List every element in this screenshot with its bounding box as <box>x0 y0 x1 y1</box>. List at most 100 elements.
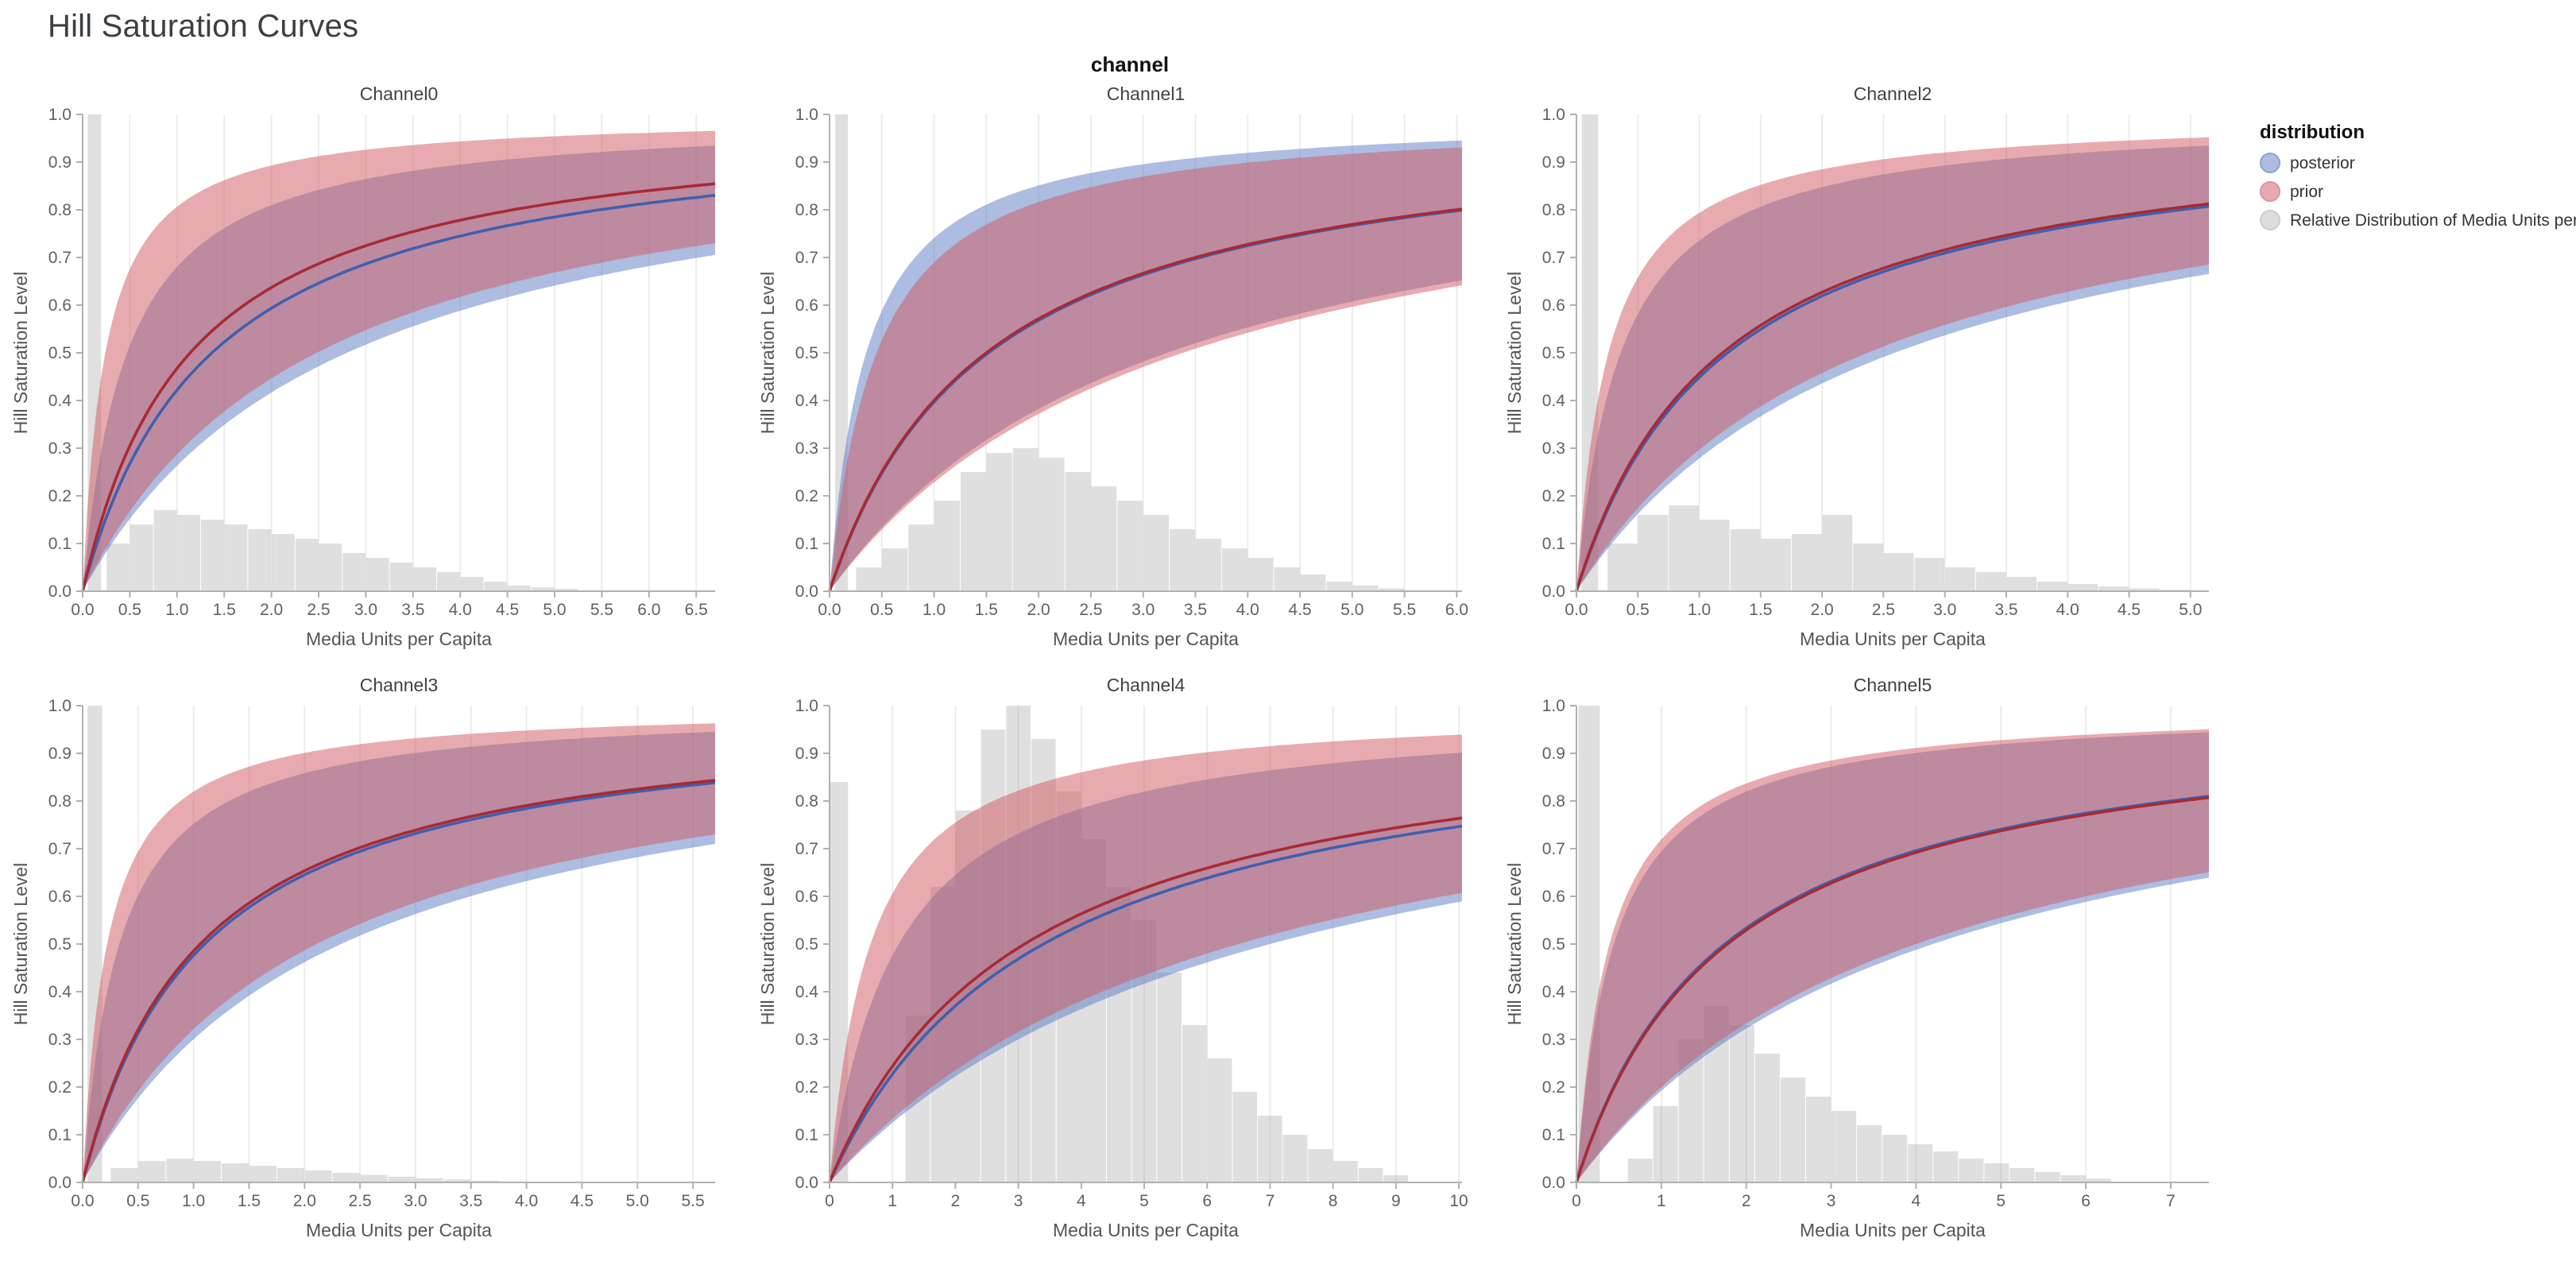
svg-text:0.5: 0.5 <box>795 935 818 954</box>
svg-text:7: 7 <box>1266 1192 1275 1210</box>
legend-item-media-distribution: Relative Distribution of Media Units per… <box>2260 210 2576 230</box>
svg-text:0.8: 0.8 <box>795 792 818 811</box>
media-distribution-swatch-icon <box>2260 210 2280 230</box>
svg-text:1.0: 1.0 <box>795 697 818 715</box>
prior-median-line <box>81 779 716 1183</box>
svg-text:1.5: 1.5 <box>1749 601 1772 619</box>
svg-text:0.6: 0.6 <box>1542 296 1565 315</box>
charts-grid: 0.0 0.5 1.0 1.5 2.0 2.5 3.0 3.5 4.0 4.5 5.0 5.5 6.0 6… <box>10 83 2576 1246</box>
svg-text:0.3: 0.3 <box>48 1031 72 1049</box>
y-axis-title: Hill Saturation Level <box>757 272 778 435</box>
svg-text:6.5: 6.5 <box>685 601 708 619</box>
svg-text:2.0: 2.0 <box>260 601 283 619</box>
prior-median-line <box>81 182 716 592</box>
svg-text:0.4: 0.4 <box>795 983 819 1001</box>
x-axis-title: Media Units per Capita <box>306 1220 492 1240</box>
svg-text:2.5: 2.5 <box>1079 601 1102 619</box>
y-axis: 0.0 0.1 0.2 0.3 0.4 0.5 0.6 0.7 0.8 0.9 1.0 <box>1542 106 1577 601</box>
chart-title: Channel1 <box>1107 83 1185 104</box>
plot-channel2: 0.0 0.5 1.0 1.5 2.0 2.5 3.0 3.5 4.0 4.5 5.00.00.10… <box>1504 83 2210 649</box>
svg-text:2.5: 2.5 <box>349 1192 372 1210</box>
svg-text:0.0: 0.0 <box>48 1174 72 1192</box>
svg-text:4.5: 4.5 <box>496 601 519 619</box>
svg-text:3.0: 3.0 <box>404 1192 427 1210</box>
svg-text:0.0: 0.0 <box>1565 601 1588 619</box>
legend-item-label: Relative Distribution of Media Units per… <box>2290 211 2576 230</box>
x-axis: 0.0 0.5 1.0 1.5 2.0 2.5 3.0 3.5 4.0 4.5 5.0 5.5 <box>71 1182 715 1210</box>
svg-text:3: 3 <box>1014 1192 1023 1210</box>
svg-text:0.6: 0.6 <box>48 888 72 906</box>
histogram-bars <box>1578 706 2111 1182</box>
prior-band <box>1576 137 2209 592</box>
svg-text:10: 10 <box>1449 1192 1468 1210</box>
x-axis-title: Media Units per Capita <box>1053 1220 1239 1240</box>
svg-text:0.2: 0.2 <box>1542 487 1565 505</box>
svg-text:4.5: 4.5 <box>2118 601 2141 619</box>
legend-item-posterior: posterior <box>2260 153 2576 173</box>
svg-text:0.6: 0.6 <box>795 888 818 906</box>
svg-text:0.2: 0.2 <box>795 1078 818 1097</box>
x-axis: 0.0 0.5 1.0 1.5 2.0 2.5 3.0 3.5 4.0 4.5 5.0 <box>1565 590 2209 619</box>
prior-band <box>83 723 715 1182</box>
svg-text:0.5: 0.5 <box>118 601 141 619</box>
svg-text:5: 5 <box>1996 1192 2005 1210</box>
svg-text:0.4: 0.4 <box>795 392 819 410</box>
svg-text:0.2: 0.2 <box>1542 1078 1565 1097</box>
svg-text:0.0: 0.0 <box>818 601 841 619</box>
svg-text:1.0: 1.0 <box>922 601 946 619</box>
prior-swatch-icon <box>2260 181 2280 202</box>
x-axis: 0 1 2 3 4 5 6 7 <box>1572 1182 2209 1210</box>
svg-text:0.8: 0.8 <box>795 201 818 219</box>
svg-text:0.8: 0.8 <box>1542 201 1565 219</box>
svg-text:0.2: 0.2 <box>795 487 818 505</box>
plot-channel3: 0.0 0.5 1.0 1.5 2.0 2.5 3.0 3.5 4.0 4.5 5.0 5.50.00… <box>10 675 716 1240</box>
svg-text:3.5: 3.5 <box>1184 601 1207 619</box>
svg-text:0.1: 0.1 <box>795 535 818 553</box>
chart-title: Channel5 <box>1854 675 1932 695</box>
prior-median-line <box>828 207 1463 592</box>
svg-text:0: 0 <box>825 1192 834 1210</box>
svg-text:0.7: 0.7 <box>1542 249 1565 267</box>
x-axis-title: Media Units per Capita <box>1800 629 1986 649</box>
svg-text:5.5: 5.5 <box>681 1192 704 1210</box>
legend-item-prior: prior <box>2260 181 2576 202</box>
svg-text:0.7: 0.7 <box>48 249 72 267</box>
svg-text:0.5: 0.5 <box>795 344 818 362</box>
svg-text:1: 1 <box>888 1192 897 1210</box>
subplot-channel1: 0.0 0.5 1.0 1.5 2.0 2.5 3.0 3.5 4.0 4.5 5.0 5.5 6.0 0… <box>756 83 1475 655</box>
svg-text:0: 0 <box>1572 1192 1581 1210</box>
svg-text:7: 7 <box>2166 1192 2176 1210</box>
histogram-bars <box>1581 114 2191 591</box>
svg-text:0.9: 0.9 <box>1542 153 1565 172</box>
svg-text:5.5: 5.5 <box>1393 601 1416 619</box>
svg-text:0.9: 0.9 <box>795 153 818 172</box>
svg-text:1.0: 1.0 <box>1542 106 1565 124</box>
svg-text:4.0: 4.0 <box>1236 601 1259 619</box>
chart-title: Channel0 <box>360 83 438 104</box>
svg-text:0.0: 0.0 <box>1542 1174 1565 1192</box>
prior-band <box>1576 729 2209 1182</box>
svg-text:0.1: 0.1 <box>1542 535 1565 553</box>
svg-text:1.0: 1.0 <box>1688 601 1711 619</box>
svg-text:1.0: 1.0 <box>48 106 72 124</box>
chart-title: Channel4 <box>1107 675 1186 695</box>
plot-channel0: 0.0 0.5 1.0 1.5 2.0 2.5 3.0 3.5 4.0 4.5 5.0 5.5 6.0 6… <box>10 83 716 649</box>
x-axis: 0.0 0.5 1.0 1.5 2.0 2.5 3.0 3.5 4.0 4.5 5.0 5.5 6.0 6… <box>71 590 715 619</box>
svg-text:6: 6 <box>1202 1192 1212 1210</box>
y-axis: 0.0 0.1 0.2 0.3 0.4 0.5 0.6 0.7 0.8 0.9 1.0 <box>48 697 83 1192</box>
svg-text:0.9: 0.9 <box>48 745 72 763</box>
svg-text:2: 2 <box>1742 1192 1751 1210</box>
svg-text:0.7: 0.7 <box>48 840 72 858</box>
svg-text:0.1: 0.1 <box>48 1126 72 1144</box>
svg-text:0.6: 0.6 <box>795 296 818 315</box>
svg-text:0.3: 0.3 <box>48 439 72 458</box>
svg-text:5.0: 5.0 <box>626 1192 649 1210</box>
svg-text:0.3: 0.3 <box>1542 1031 1565 1049</box>
svg-text:2.5: 2.5 <box>307 601 330 619</box>
svg-text:4: 4 <box>1912 1192 1921 1210</box>
prior-band <box>83 130 715 592</box>
svg-text:1.5: 1.5 <box>238 1192 261 1210</box>
svg-text:3.0: 3.0 <box>1933 601 1956 619</box>
svg-text:3.0: 3.0 <box>354 601 377 619</box>
svg-text:5.5: 5.5 <box>590 601 613 619</box>
